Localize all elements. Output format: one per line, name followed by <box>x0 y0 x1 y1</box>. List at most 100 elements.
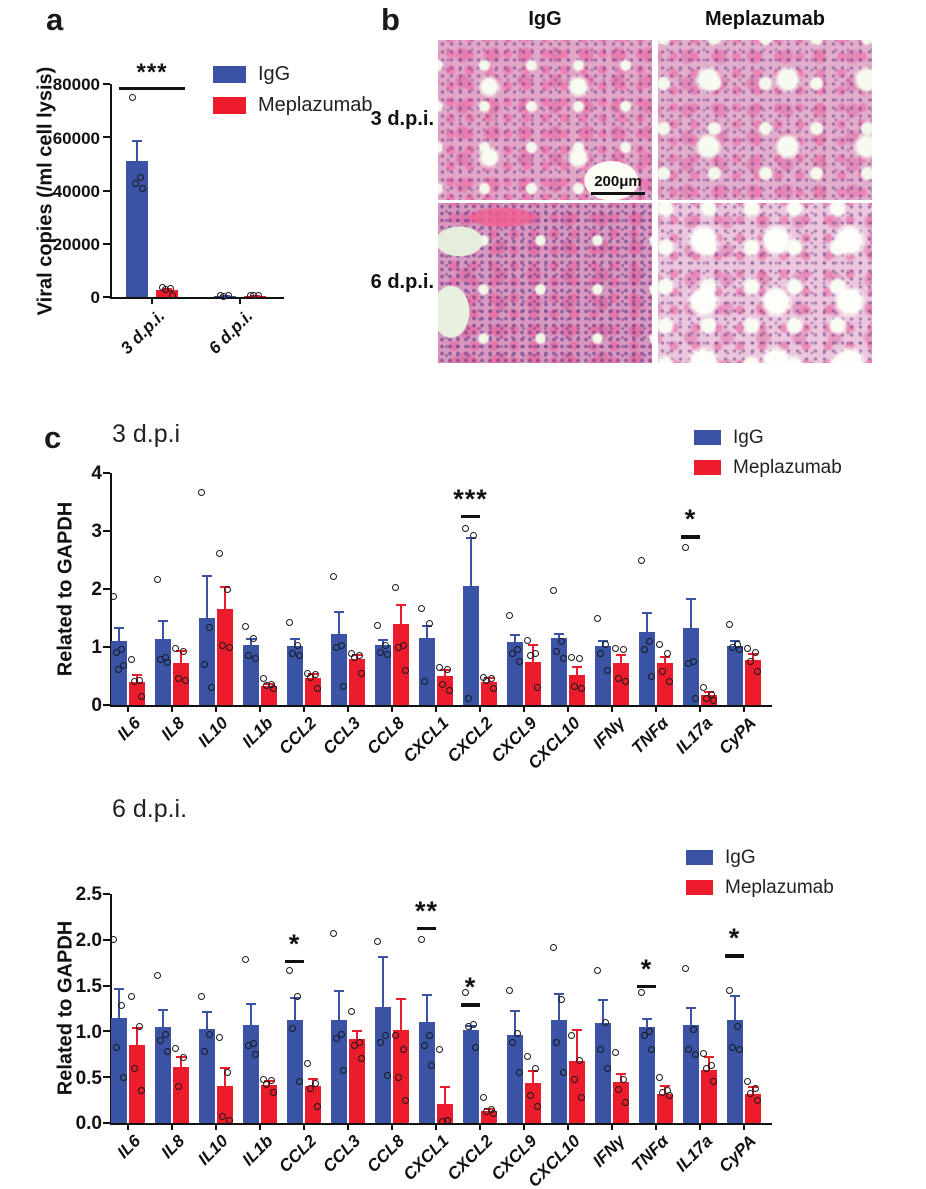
bar-meplazumab-ccl2 <box>304 677 321 705</box>
histology-image-igg-3dpi: 200μm <box>438 40 652 200</box>
error-bar-stem <box>161 1010 164 1029</box>
data-point <box>615 1085 622 1093</box>
data-point <box>131 180 139 188</box>
data-point <box>506 986 513 994</box>
bar-igg-3 d.p.i. <box>126 161 148 297</box>
data-point <box>703 694 710 702</box>
data-point <box>615 675 622 683</box>
data-point <box>377 649 384 657</box>
data-point <box>418 604 425 612</box>
error-bar <box>509 634 520 645</box>
data-point <box>472 1044 479 1052</box>
x-axis-tick <box>302 705 305 712</box>
data-point <box>421 678 428 686</box>
data-point <box>685 1046 692 1054</box>
error-bar-stem <box>601 1001 604 1026</box>
data-point <box>692 694 699 702</box>
data-point <box>118 1002 125 1010</box>
legend-chart-3dpi: IgG Meplazumab <box>694 428 842 477</box>
data-point <box>226 643 233 651</box>
error-bar-stem <box>399 1000 402 1033</box>
x-axis-tick <box>478 1123 481 1130</box>
data-point <box>270 1089 277 1097</box>
error-bar <box>729 994 740 1023</box>
category-label: IL17a <box>672 1131 717 1176</box>
data-point <box>164 1048 171 1056</box>
data-point <box>692 1050 699 1058</box>
error-bar <box>219 1067 230 1089</box>
data-point <box>201 1048 208 1056</box>
error-bar-stem <box>117 628 120 644</box>
data-point <box>516 1069 523 1077</box>
bar-igg-ifnγ <box>594 1023 611 1123</box>
category-label: IL6 <box>113 1131 145 1163</box>
data-point <box>524 636 531 644</box>
viral-copies-chart: 0 20000 40000 60000 80000 3 d.p.i. 6 d.p.i. *** <box>53 60 284 358</box>
error-bar <box>571 666 582 677</box>
row-header-6dpi: 6 d.p.i. <box>370 271 434 293</box>
data-point <box>128 93 136 101</box>
y-axis-tick <box>103 136 110 139</box>
data-point <box>333 643 340 651</box>
data-point <box>612 644 619 652</box>
error-bar <box>597 999 608 1026</box>
data-point <box>641 646 648 654</box>
data-point <box>206 1030 213 1038</box>
bar-igg-il6 <box>110 1017 127 1123</box>
error-bar-stem <box>179 1058 182 1070</box>
error-bar <box>421 624 432 641</box>
bar-igg-ccl2 <box>286 1019 303 1123</box>
error-bar-stem <box>513 636 516 645</box>
bar-igg-ccl3 <box>330 1019 347 1123</box>
bar-meplazumab-il6 <box>128 1045 145 1123</box>
error-bar <box>245 1003 256 1027</box>
data-point <box>527 1092 534 1100</box>
error-bar-stem <box>443 1088 446 1106</box>
significance-label: * <box>464 972 477 1002</box>
data-point <box>550 943 557 951</box>
data-point <box>514 1029 521 1037</box>
data-point <box>216 1034 223 1042</box>
error-bar <box>333 611 344 636</box>
significance-line <box>417 926 436 931</box>
data-point <box>612 1048 619 1056</box>
meplazumab-color-swatch <box>213 96 246 114</box>
data-point <box>465 694 472 702</box>
category-label: 3 d.p.i. <box>117 306 169 358</box>
x-axis-tick <box>239 297 241 304</box>
bar-igg-il17a <box>682 1025 699 1123</box>
x-axis-tick <box>126 705 129 712</box>
error-bar <box>439 1086 450 1106</box>
cytokine-chart-3dpi: 0 1 2 3 4 IL6 IL8 IL10 IL1b CCL2 CCL3 CCL8 CXCL1 CXCL… <box>91 464 772 773</box>
data-point <box>224 585 231 593</box>
data-point <box>666 1092 673 1100</box>
data-point <box>462 524 469 532</box>
error-bar-stem <box>645 614 648 634</box>
category-label: CXCL2 <box>443 713 497 767</box>
y-axis-tick <box>103 588 110 590</box>
y-axis-tick <box>103 704 110 706</box>
bar-meplazumab-cypa <box>744 659 761 705</box>
data-point <box>216 549 223 557</box>
data-point <box>136 174 144 182</box>
x-axis-tick <box>151 297 153 304</box>
x-axis-tick <box>522 1123 525 1130</box>
data-point <box>402 666 409 674</box>
error-bar <box>113 626 124 644</box>
bar-meplazumab-ccl2 <box>304 1086 321 1123</box>
column-header-meplazumab: Meplazumab <box>704 8 826 30</box>
significance-label: * <box>728 923 741 954</box>
data-point <box>752 1084 759 1092</box>
data-point <box>602 1018 609 1026</box>
significance-line <box>119 86 185 91</box>
data-point <box>465 1023 472 1031</box>
data-point <box>263 682 270 690</box>
data-point <box>446 687 453 694</box>
data-point <box>436 663 443 671</box>
x-axis-tick <box>698 1123 701 1130</box>
bar-meplazumab-ccl3 <box>348 659 365 705</box>
igg-color-swatch <box>686 850 713 865</box>
error-bar-stem <box>557 634 560 641</box>
data-point <box>340 682 347 690</box>
error-bar <box>641 1017 652 1029</box>
